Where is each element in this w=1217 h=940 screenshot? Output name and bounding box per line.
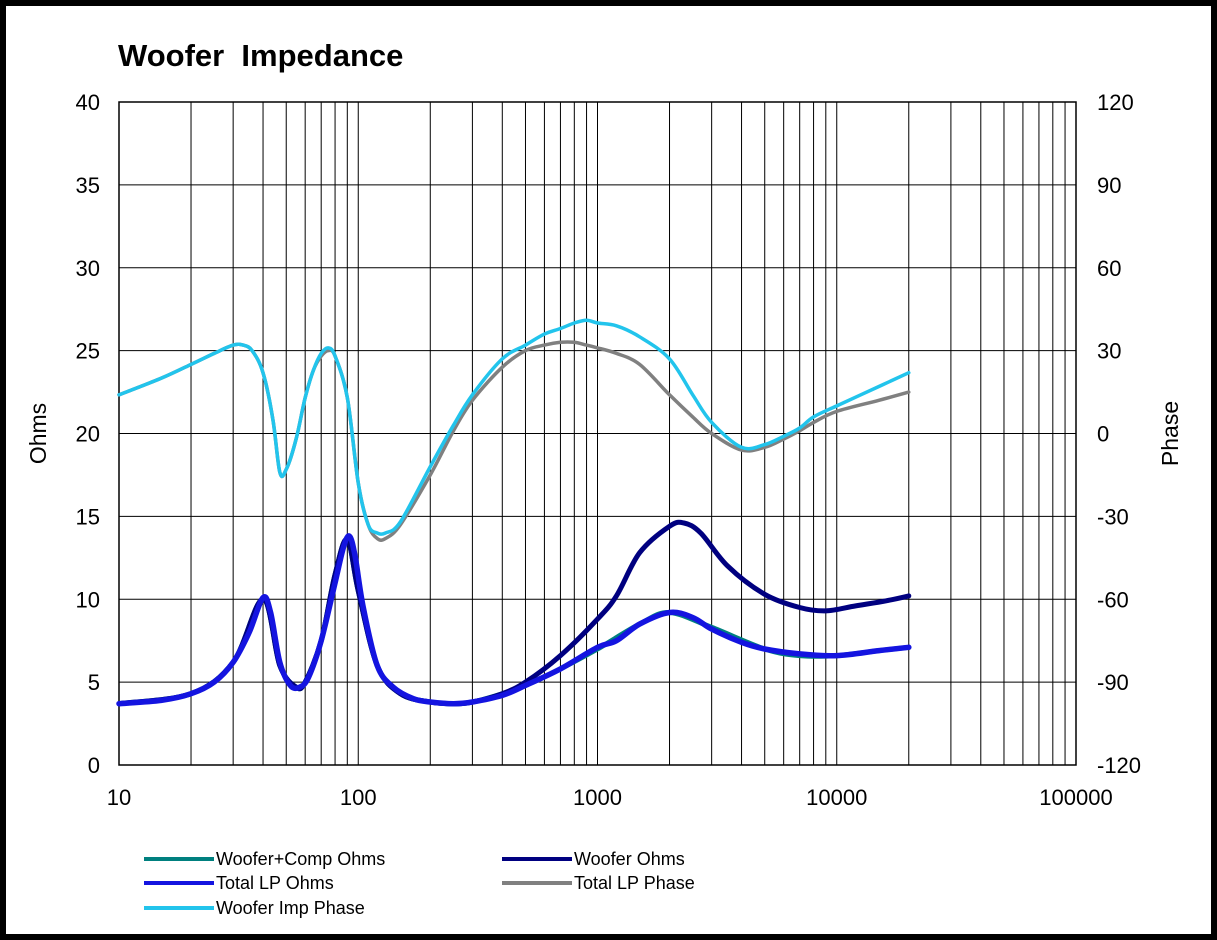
chart-frame xyxy=(6,6,1211,934)
y2-tick-label: 30 xyxy=(1097,339,1121,364)
series-line-woofer-comp-ohms xyxy=(116,537,912,707)
y2-tick-label: 120 xyxy=(1097,90,1134,115)
y-tick-label: 0 xyxy=(88,753,100,778)
y-tick-label: 35 xyxy=(76,173,100,198)
x-tick-label: 10000 xyxy=(806,785,867,810)
series-line-total-lp-phase xyxy=(117,340,911,542)
y-tick-label: 5 xyxy=(88,670,100,695)
series-line-total-lp-ohms xyxy=(116,533,912,707)
series-line-woofer-imp-phase xyxy=(117,318,911,536)
series-line-woofer-ohms xyxy=(116,519,912,707)
y-tick-label: 30 xyxy=(76,256,100,281)
x-tick-label: 1000 xyxy=(573,785,622,810)
y2-tick-label: 0 xyxy=(1097,422,1109,447)
chart-title: Woofer Impedance xyxy=(118,38,404,73)
y2-tick-label: 60 xyxy=(1097,256,1121,281)
y2-tick-label: -90 xyxy=(1097,670,1129,695)
y2-tick-label: 90 xyxy=(1097,173,1121,198)
y2-tick-label: -30 xyxy=(1097,504,1129,529)
y-tick-label: 25 xyxy=(76,339,100,364)
y-axis-label: Ohms xyxy=(25,403,51,464)
y-tick-label: 40 xyxy=(76,90,100,115)
series-lines xyxy=(116,318,912,707)
grid xyxy=(118,101,1077,766)
y2-tick-label: -120 xyxy=(1097,753,1141,778)
y-tick-label: 15 xyxy=(76,504,100,529)
tick-labels: 0 5 10 15 20 25 30 35 40 -120 -90 -60 -30 0 30 60 90 120 1… xyxy=(76,90,1142,810)
x-tick-label: 10 xyxy=(107,785,131,810)
y2-axis-label: Phase xyxy=(1157,401,1183,466)
x-tick-label: 100000 xyxy=(1039,785,1112,810)
x-tick-label: 100 xyxy=(340,785,377,810)
y2-tick-label: -60 xyxy=(1097,587,1129,612)
plot-area-border xyxy=(118,101,1077,766)
y-tick-label: 10 xyxy=(76,587,100,612)
y-tick-label: 20 xyxy=(76,422,100,447)
